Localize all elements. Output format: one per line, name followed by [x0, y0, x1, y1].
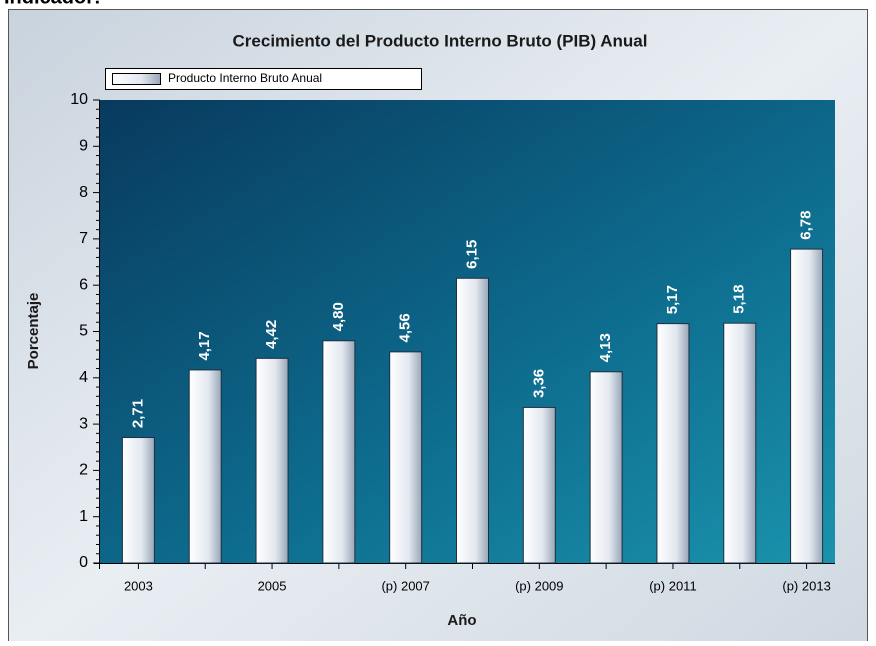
value-label: 4,80 [330, 302, 347, 331]
value-label: 5,17 [664, 285, 681, 314]
value-label: 3,36 [530, 369, 547, 398]
bar [723, 322, 757, 564]
y-tick-label: 7 [79, 230, 88, 247]
bar [322, 340, 356, 564]
chart-title: Crecimiento del Producto Interno Bruto (… [233, 31, 648, 50]
value-label: 5,18 [731, 285, 748, 314]
x-tick-label: (p) 2007 [381, 578, 429, 593]
y-tick-label: 4 [79, 369, 88, 386]
y-tick-label: 3 [79, 415, 88, 432]
bar [121, 437, 155, 564]
bar [255, 357, 289, 564]
y-tick-label: 6 [79, 276, 88, 293]
y-tick-label: 0 [79, 554, 88, 571]
value-label: 2,71 [129, 399, 146, 428]
value-label: 4,17 [196, 331, 213, 360]
legend-box [105, 68, 422, 90]
bar [656, 323, 690, 564]
value-label: 6,78 [798, 210, 815, 239]
legend-swatch [112, 73, 161, 85]
value-label: 4,42 [263, 320, 280, 349]
legend-label: Producto Interno Bruto Anual [168, 71, 322, 85]
bar [522, 406, 556, 564]
x-axis-title: Año [447, 612, 476, 629]
y-tick-label: 9 [79, 138, 88, 155]
y-tick-label: 8 [79, 184, 88, 201]
x-tick-label: 2005 [258, 578, 287, 593]
x-tick-label: 2003 [124, 578, 153, 593]
x-tick-label: (p) 2013 [782, 578, 830, 593]
y-tick-label: 2 [79, 462, 88, 479]
header-label: Indicador: [4, 0, 101, 8]
bar [790, 248, 824, 564]
value-label: 4,56 [397, 313, 414, 342]
value-label: 6,15 [463, 240, 480, 269]
bar [389, 351, 423, 564]
x-tick-label: (p) 2011 [649, 578, 696, 593]
x-tick-label: (p) 2009 [515, 578, 563, 593]
y-axis-title: Porcentaje [25, 293, 42, 370]
bar [589, 371, 623, 564]
y-tick-label: 10 [70, 91, 88, 108]
y-tick-label: 5 [79, 323, 88, 340]
value-label: 4,13 [597, 333, 614, 362]
y-tick-label: 1 [79, 508, 88, 525]
bar [456, 277, 489, 564]
bar [188, 369, 222, 564]
